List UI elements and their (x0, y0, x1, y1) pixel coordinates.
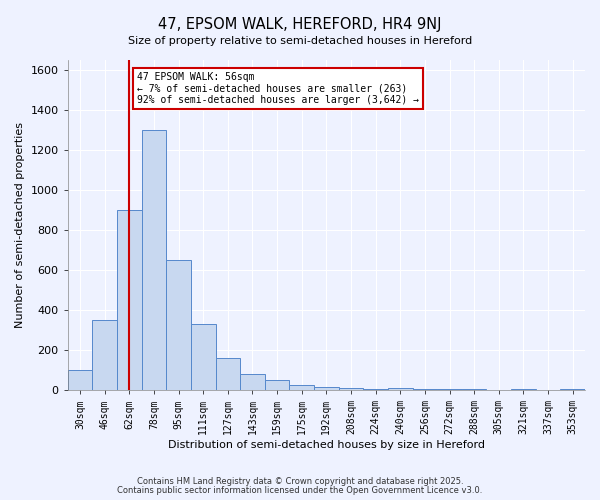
Text: Contains public sector information licensed under the Open Government Licence v3: Contains public sector information licen… (118, 486, 482, 495)
Bar (338, 388, 364, 390)
Bar (142, 130, 166, 390)
Bar (314, 387, 338, 390)
Bar (511, 389, 536, 390)
Bar (560, 389, 585, 390)
Bar (265, 380, 289, 390)
Bar (289, 385, 314, 390)
X-axis label: Distribution of semi-detached houses by size in Hereford: Distribution of semi-detached houses by … (168, 440, 485, 450)
Text: 47 EPSOM WALK: 56sqm
← 7% of semi-detached houses are smaller (263)
92% of semi-: 47 EPSOM WALK: 56sqm ← 7% of semi-detach… (137, 72, 419, 105)
Bar (215, 358, 240, 390)
Text: 47, EPSOM WALK, HEREFORD, HR4 9NJ: 47, EPSOM WALK, HEREFORD, HR4 9NJ (158, 18, 442, 32)
Text: Contains HM Land Registry data © Crown copyright and database right 2025.: Contains HM Land Registry data © Crown c… (137, 477, 463, 486)
Bar (364, 389, 388, 390)
Y-axis label: Number of semi-detached properties: Number of semi-detached properties (15, 122, 25, 328)
Bar (68, 370, 92, 390)
Bar (166, 260, 191, 390)
Bar (117, 210, 142, 390)
Bar (462, 389, 487, 390)
Bar (413, 389, 437, 390)
Text: Size of property relative to semi-detached houses in Hereford: Size of property relative to semi-detach… (128, 36, 472, 46)
Bar (240, 374, 265, 390)
Bar (92, 320, 117, 390)
Bar (191, 324, 215, 390)
Bar (388, 388, 413, 390)
Bar (437, 389, 462, 390)
